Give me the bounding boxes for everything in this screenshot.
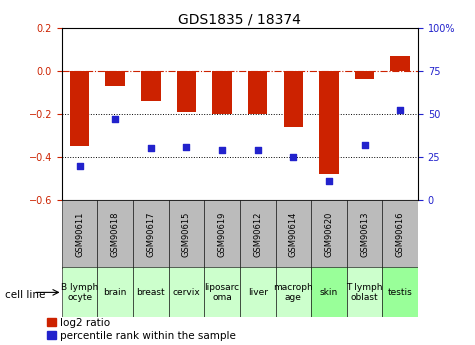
Bar xyxy=(97,267,133,317)
Bar xyxy=(169,267,204,317)
Point xyxy=(76,163,84,168)
Bar xyxy=(133,267,169,317)
Text: testis: testis xyxy=(388,288,413,297)
Bar xyxy=(177,71,196,112)
Bar xyxy=(284,71,303,127)
Bar xyxy=(212,71,232,114)
Bar xyxy=(347,200,382,269)
Text: GSM90613: GSM90613 xyxy=(360,212,369,257)
Text: GSM90614: GSM90614 xyxy=(289,212,298,257)
Point xyxy=(325,178,332,184)
Point xyxy=(182,144,190,149)
Text: GSM90620: GSM90620 xyxy=(324,212,333,257)
Bar xyxy=(97,200,133,269)
Text: liposarc
oma: liposarc oma xyxy=(205,283,239,302)
Text: GSM90617: GSM90617 xyxy=(146,212,155,257)
Text: GSM90615: GSM90615 xyxy=(182,212,191,257)
Bar xyxy=(347,267,382,317)
Point xyxy=(111,116,119,122)
Text: skin: skin xyxy=(320,288,338,297)
Bar xyxy=(105,71,125,86)
Point xyxy=(361,142,369,148)
Point xyxy=(254,147,261,153)
Bar xyxy=(240,267,276,317)
Bar xyxy=(248,71,267,114)
Bar xyxy=(319,71,339,174)
Bar xyxy=(276,267,311,317)
Text: GSM90619: GSM90619 xyxy=(218,212,227,257)
Text: macroph
age: macroph age xyxy=(274,283,313,302)
Point xyxy=(218,147,226,153)
Point xyxy=(396,108,404,113)
Text: B lymph
ocyte: B lymph ocyte xyxy=(61,283,98,302)
Text: breast: breast xyxy=(136,288,165,297)
Bar xyxy=(62,267,97,317)
Bar xyxy=(355,71,374,79)
Title: GDS1835 / 18374: GDS1835 / 18374 xyxy=(179,12,301,27)
Point xyxy=(289,154,297,160)
Point xyxy=(147,146,155,151)
Text: liver: liver xyxy=(247,288,268,297)
Bar xyxy=(382,200,418,269)
Bar xyxy=(204,267,240,317)
Text: GSM90612: GSM90612 xyxy=(253,212,262,257)
Bar xyxy=(382,267,418,317)
Bar xyxy=(276,200,311,269)
Bar xyxy=(133,200,169,269)
Bar xyxy=(311,267,347,317)
Text: GSM90616: GSM90616 xyxy=(396,212,405,257)
Text: GSM90618: GSM90618 xyxy=(111,212,120,257)
Text: brain: brain xyxy=(104,288,127,297)
Text: T lymph
oblast: T lymph oblast xyxy=(346,283,383,302)
Text: cell line: cell line xyxy=(5,290,45,300)
Bar xyxy=(311,200,347,269)
Bar xyxy=(390,56,410,71)
Bar xyxy=(204,200,240,269)
Bar xyxy=(141,71,161,101)
Text: GSM90611: GSM90611 xyxy=(75,212,84,257)
Bar xyxy=(62,200,97,269)
Bar xyxy=(240,200,276,269)
Text: cervix: cervix xyxy=(172,288,200,297)
Bar xyxy=(70,71,89,146)
Bar xyxy=(169,200,204,269)
Legend: log2 ratio, percentile rank within the sample: log2 ratio, percentile rank within the s… xyxy=(43,314,240,345)
